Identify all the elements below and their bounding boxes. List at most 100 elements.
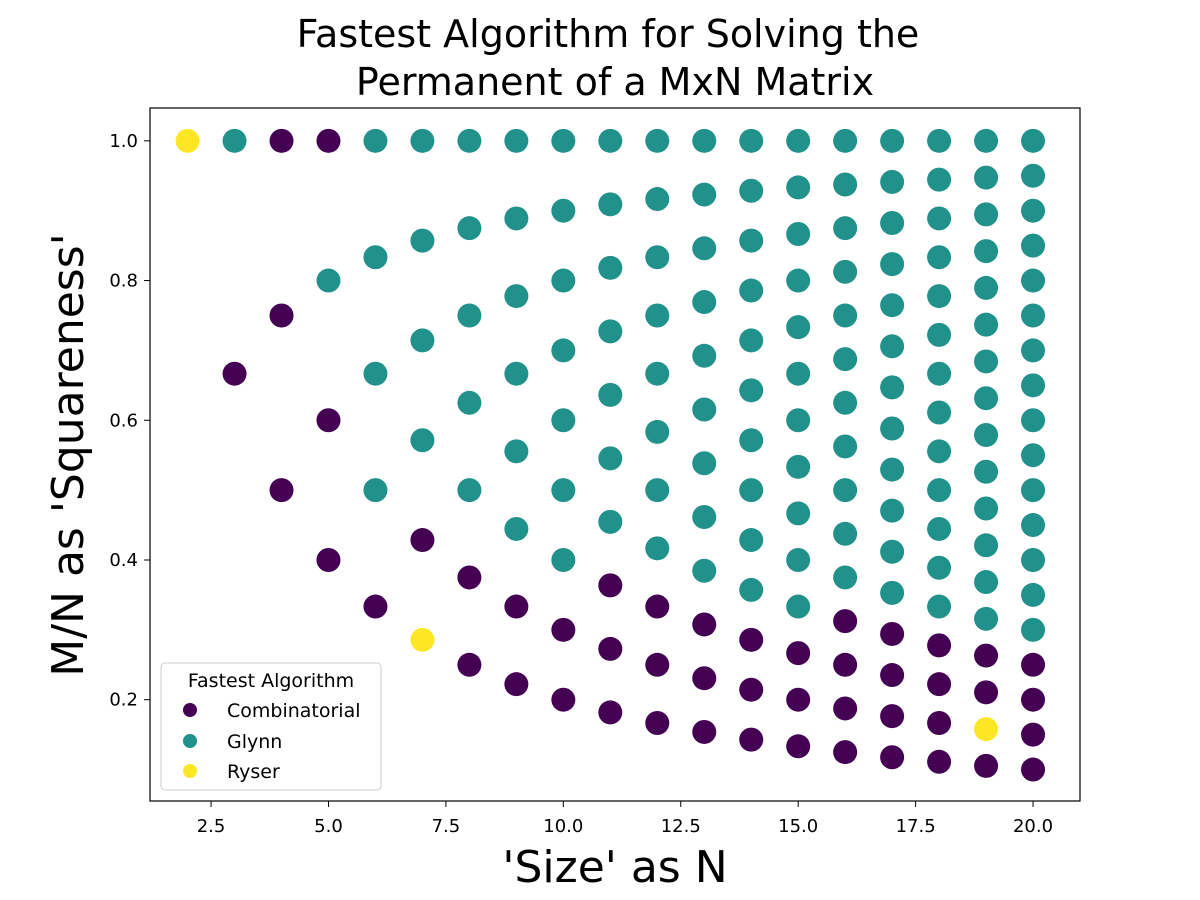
data-point-n5-m4-glynn <box>316 268 341 293</box>
data-point-n17-m9-glynn <box>880 457 905 482</box>
data-point-n19-m5-combinatorial <box>974 643 999 668</box>
data-point-n15-m15-glynn <box>786 128 811 153</box>
data-point-n13-m12-glynn <box>692 182 717 207</box>
data-point-n9-m5-glynn <box>504 439 529 464</box>
data-point-n15-m11-glynn <box>786 315 811 340</box>
x-tick-label: 7.5 <box>432 816 461 837</box>
data-point-n19-m13-glynn <box>974 349 999 374</box>
legend-marker-ryser <box>183 764 197 778</box>
data-point-n10-m2-combinatorial <box>551 687 576 712</box>
data-point-n17-m4-combinatorial <box>880 663 905 688</box>
data-point-n6-m5-glynn <box>363 245 388 270</box>
legend-box <box>160 662 382 791</box>
data-point-n19-m9-glynn <box>974 496 999 521</box>
data-point-n4-m2-combinatorial <box>269 478 294 503</box>
data-point-n9-m6-glynn <box>504 361 529 386</box>
data-point-n15-m5-glynn <box>786 594 811 619</box>
data-point-n18-m8-glynn <box>927 516 952 541</box>
data-point-n5-m3-combinatorial <box>316 408 341 433</box>
data-point-n13-m6-glynn <box>692 505 717 529</box>
data-point-n18-m14-glynn <box>927 284 952 309</box>
data-point-n16-m9-glynn <box>833 434 858 459</box>
data-point-n18-m11-glynn <box>927 400 952 425</box>
data-point-n19-m16-glynn <box>974 239 999 264</box>
y-tick-label: 0.2 <box>109 690 138 711</box>
data-point-n8-m4-glynn <box>457 478 482 503</box>
data-point-n16-m7-glynn <box>833 521 858 546</box>
data-point-n7-m7-glynn <box>410 128 435 153</box>
data-point-n20-m18-glynn <box>1021 198 1046 223</box>
data-point-n10-m10-glynn <box>551 128 576 153</box>
data-point-n19-m6-glynn <box>974 606 999 631</box>
data-point-n4-m3-combinatorial <box>269 303 294 328</box>
data-point-n3-m2-combinatorial <box>222 361 247 386</box>
data-point-n14-m8-glynn <box>739 428 764 453</box>
data-point-n16-m10-glynn <box>833 390 858 415</box>
data-point-n20-m7-glynn <box>1021 582 1046 607</box>
data-point-n20-m4-combinatorial <box>1021 687 1046 712</box>
data-point-n16-m14-glynn <box>833 216 858 241</box>
data-point-n18-m13-glynn <box>927 322 952 347</box>
data-point-n11-m9-glynn <box>598 255 623 280</box>
data-point-n13-m7-glynn <box>692 451 717 476</box>
data-point-n19-m4-combinatorial <box>974 680 999 705</box>
data-point-n19-m2-combinatorial <box>974 753 999 778</box>
data-point-n20-m2-combinatorial <box>1021 757 1046 782</box>
data-point-n10-m6-glynn <box>551 408 576 433</box>
data-point-n15-m6-glynn <box>786 547 811 572</box>
data-point-n2-m2-ryser <box>175 128 200 153</box>
data-point-n14-m5-glynn <box>739 577 764 602</box>
y-tick-label: 1.0 <box>109 131 138 152</box>
data-point-n20-m5-combinatorial <box>1021 652 1046 677</box>
plot-area <box>175 128 1046 782</box>
data-point-n12-m8-glynn <box>645 361 670 386</box>
data-point-n12-m12-glynn <box>645 128 670 153</box>
data-point-n7-m4-glynn <box>410 428 435 453</box>
data-point-n11-m6-glynn <box>598 446 623 471</box>
data-point-n11-m2-combinatorial <box>598 700 623 725</box>
data-point-n20-m15-glynn <box>1021 303 1046 328</box>
data-point-n8-m8-glynn <box>457 128 482 153</box>
x-tick-label: 5.0 <box>314 816 343 837</box>
data-point-n11-m8-glynn <box>598 319 623 344</box>
data-point-n19-m12-glynn <box>974 386 999 411</box>
data-point-n13-m8-glynn <box>692 397 717 422</box>
data-point-n16-m8-glynn <box>833 478 858 503</box>
data-point-n19-m17-glynn <box>974 202 999 227</box>
data-point-n20-m6-glynn <box>1021 617 1046 642</box>
x-tick-label: 12.5 <box>661 816 701 837</box>
data-point-n9-m4-glynn <box>504 516 529 541</box>
data-point-n16-m5-combinatorial <box>833 609 858 634</box>
data-point-n19-m15-glynn <box>974 275 999 300</box>
data-point-n15-m13-glynn <box>786 221 811 246</box>
data-point-n15-m12-glynn <box>786 268 811 293</box>
data-point-n12-m2-combinatorial <box>645 710 670 735</box>
data-point-n9-m9-glynn <box>504 128 529 153</box>
data-point-n10-m7-glynn <box>551 338 576 363</box>
data-point-n13-m10-glynn <box>692 290 717 315</box>
data-point-n10-m9-glynn <box>551 198 576 223</box>
data-point-n18-m6-glynn <box>927 594 952 619</box>
data-point-n20-m12-glynn <box>1021 408 1046 433</box>
data-point-n4-m4-combinatorial <box>269 128 294 153</box>
data-point-n14-m3-combinatorial <box>739 677 764 702</box>
data-point-n15-m3-combinatorial <box>786 687 811 712</box>
data-point-n19-m19-glynn <box>974 128 999 153</box>
data-point-n18-m17-glynn <box>927 167 952 192</box>
data-point-n16-m16-glynn <box>833 128 858 153</box>
data-point-n18-m10-glynn <box>927 439 952 464</box>
data-point-n14-m4-combinatorial <box>739 627 764 652</box>
legend-label-combinatorial: Combinatorial <box>227 700 361 722</box>
data-point-n20-m16-glynn <box>1021 268 1046 293</box>
data-point-n12-m5-glynn <box>645 536 670 561</box>
data-point-n19-m14-glynn <box>974 312 999 337</box>
data-point-n7-m5-glynn <box>410 328 435 353</box>
data-point-n16-m6-glynn <box>833 565 858 590</box>
chart-title-line-1: Fastest Algorithm for Solving the <box>297 12 920 56</box>
data-point-n6-m4-glynn <box>363 361 388 386</box>
data-point-n17-m10-glynn <box>880 416 905 441</box>
data-point-n18-m9-glynn <box>927 478 952 503</box>
chart-title-line-2: Permanent of a MxN Matrix <box>356 60 874 104</box>
legend-title: Fastest Algorithm <box>188 670 354 692</box>
data-point-n15-m7-glynn <box>786 501 811 526</box>
